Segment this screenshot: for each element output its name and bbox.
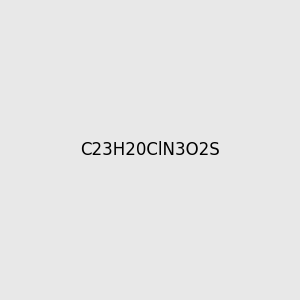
Text: C23H20ClN3O2S: C23H20ClN3O2S [80, 141, 220, 159]
